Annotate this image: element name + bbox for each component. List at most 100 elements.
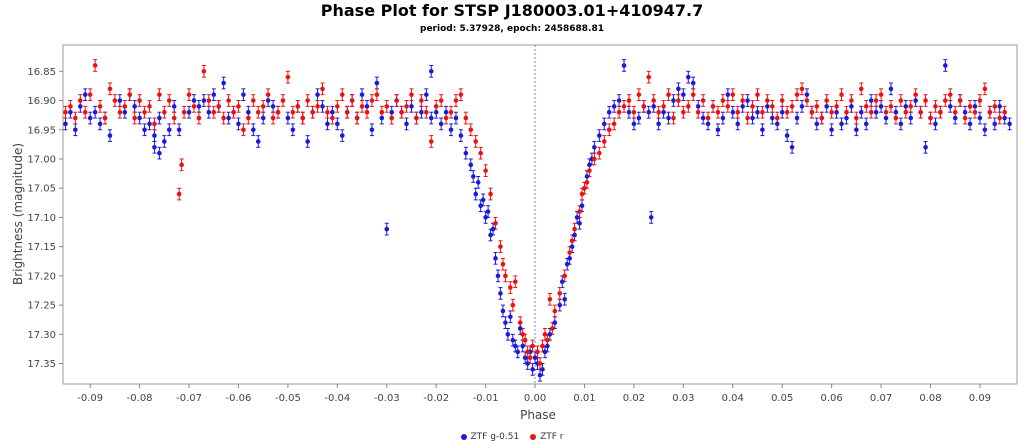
- data-point-r: [878, 92, 884, 97]
- data-point-g: [493, 256, 498, 261]
- data-point-r: [320, 86, 325, 92]
- data-point-r: [898, 98, 904, 103]
- x-tick-label: 0.08: [919, 393, 941, 404]
- data-point-g: [241, 92, 246, 97]
- data-point-r: [78, 98, 83, 103]
- x-tick-label: 0.02: [623, 393, 645, 404]
- data-point-r: [305, 98, 310, 103]
- x-tick-label: -0.05: [275, 393, 301, 404]
- data-point-g: [490, 226, 496, 232]
- data-point-g: [579, 203, 585, 209]
- data-point-r: [409, 92, 414, 97]
- data-point-g: [537, 372, 543, 378]
- data-point-r: [671, 115, 676, 121]
- data-point-r: [473, 139, 479, 144]
- data-point-r: [893, 115, 899, 121]
- data-point-r: [883, 109, 889, 115]
- data-point-g: [428, 69, 434, 74]
- data-point-r: [344, 109, 350, 115]
- data-point-r: [82, 109, 88, 115]
- data-point-r: [666, 92, 671, 97]
- data-point-r: [221, 115, 226, 121]
- data-point-r: [695, 109, 701, 115]
- data-point-g: [500, 308, 506, 314]
- data-point-g: [834, 109, 839, 115]
- data-point-g: [626, 109, 632, 115]
- data-point-r: [809, 109, 815, 115]
- x-axis: -0.09 -0.08 -0.07 -0.06 -0.05 -0.04 -0.03 -0.02…: [77, 384, 991, 404]
- data-point-g: [285, 115, 291, 121]
- data-point-g: [854, 127, 859, 133]
- data-point-r: [621, 104, 627, 109]
- data-point-g: [171, 104, 177, 109]
- data-point-r: [251, 98, 256, 103]
- data-point-r: [923, 98, 928, 103]
- data-point-r: [275, 109, 281, 115]
- data-point-g: [656, 121, 661, 127]
- data-point-r: [419, 98, 424, 103]
- data-point-g: [335, 121, 340, 127]
- y-axis-label: Brightness (magnitude): [11, 143, 25, 285]
- data-point-r: [933, 104, 938, 109]
- data-point-r: [577, 209, 582, 214]
- data-point-r: [498, 244, 503, 249]
- data-point-g: [1007, 121, 1012, 127]
- data-point-r: [631, 109, 637, 115]
- x-tick-label: -0.01: [473, 393, 499, 404]
- data-point-r: [784, 109, 790, 115]
- data-point-g: [512, 343, 518, 349]
- data-point-g: [557, 302, 563, 308]
- data-point-g: [829, 127, 834, 133]
- data-point-r: [550, 326, 555, 331]
- data-point-g: [166, 127, 172, 133]
- data-point-g: [863, 121, 869, 127]
- data-point-r: [774, 115, 780, 121]
- data-point-r: [854, 115, 859, 121]
- data-point-g: [715, 127, 721, 133]
- data-point-r: [804, 98, 810, 103]
- data-point-r: [972, 109, 978, 115]
- x-tick-label: 0.05: [771, 393, 793, 404]
- x-tick-label: 0.00: [524, 393, 546, 404]
- data-point-r: [938, 109, 943, 115]
- data-point-g: [562, 296, 568, 302]
- data-point-g: [651, 104, 656, 109]
- data-point-g: [369, 127, 375, 133]
- data-point-r: [735, 109, 741, 115]
- x-tick-label: -0.08: [127, 393, 153, 404]
- data-point-r: [606, 127, 612, 133]
- data-point-r: [616, 109, 622, 115]
- data-point-g: [844, 115, 849, 121]
- x-axis-label: Phase: [520, 408, 556, 422]
- data-point-r: [584, 180, 590, 185]
- data-point-r: [463, 115, 469, 121]
- data-point-g: [967, 121, 973, 127]
- data-point-r: [500, 261, 506, 267]
- data-point-r: [354, 115, 360, 121]
- data-point-g: [260, 115, 266, 121]
- data-point-g: [559, 279, 565, 285]
- data-point-r: [952, 109, 958, 115]
- x-tick-label: 0.09: [969, 393, 991, 404]
- data-point-g: [470, 174, 476, 179]
- data-point-r: [231, 109, 236, 115]
- data-point-r: [87, 92, 93, 97]
- data-point-g: [122, 109, 128, 115]
- data-point-r: [142, 109, 147, 115]
- data-point-g: [443, 109, 449, 115]
- data-point-r: [162, 109, 167, 115]
- data-point-r: [592, 156, 597, 162]
- data-point-r: [829, 109, 834, 115]
- data-point-g: [760, 127, 765, 133]
- data-point-g: [572, 232, 577, 238]
- data-point-r: [725, 104, 731, 109]
- data-point-r: [928, 115, 933, 121]
- data-point-g: [883, 115, 889, 121]
- data-point-r: [636, 92, 642, 97]
- x-tick-label: 0.03: [672, 393, 694, 404]
- data-point-r: [527, 355, 533, 360]
- data-point-g: [1002, 115, 1007, 121]
- data-point-g: [438, 121, 444, 127]
- data-point-g: [982, 127, 988, 133]
- data-point-g: [587, 162, 592, 168]
